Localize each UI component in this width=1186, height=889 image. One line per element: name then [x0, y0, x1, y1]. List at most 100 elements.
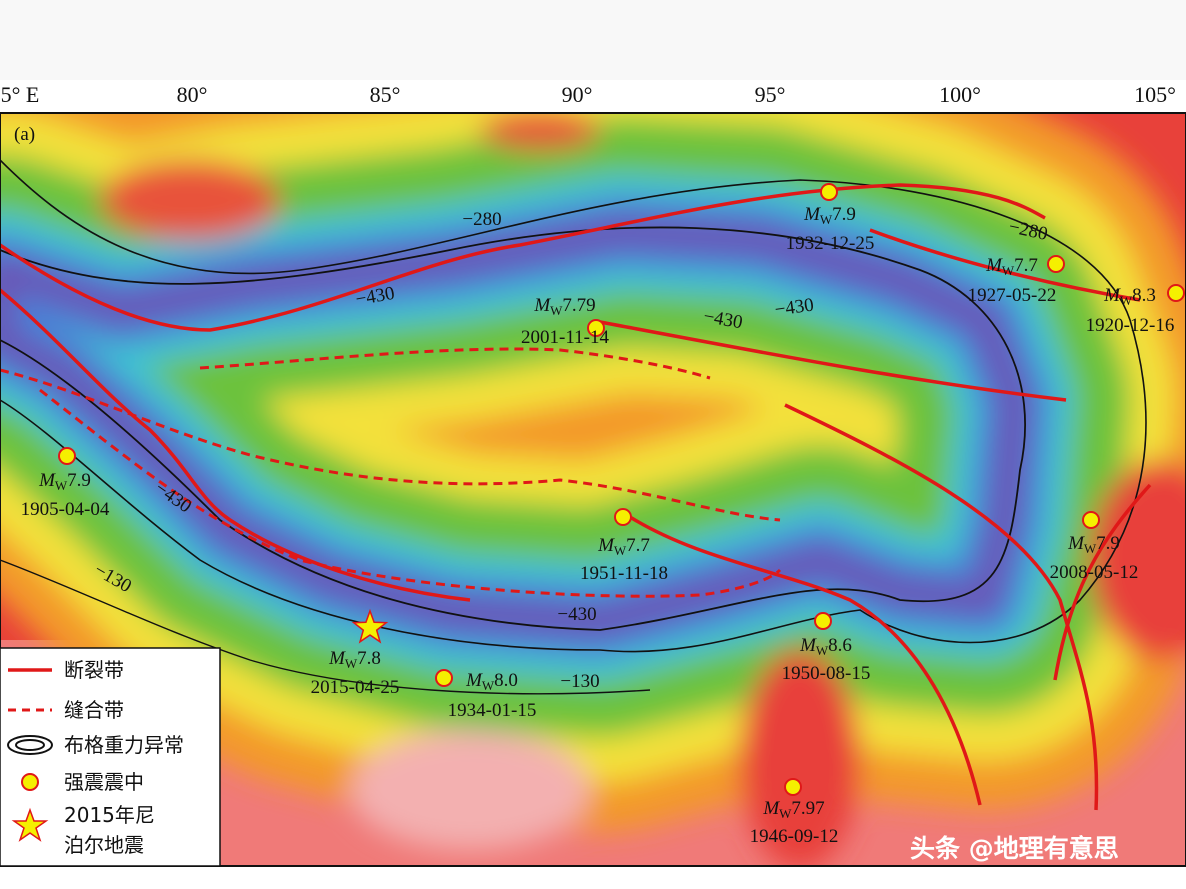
contour-130 [0, 559, 651, 695]
magnitude-label: MW8.0 [465, 670, 518, 693]
earthquake: MW7.9 1932-12-25 [786, 183, 875, 254]
date-label: 1934-01-15 [448, 700, 537, 721]
magnitude-value: 8.0 [494, 670, 518, 691]
epicenter-star [351, 608, 389, 644]
magnitude-value: 7.97 [791, 798, 824, 819]
magnitude-prefix: M [533, 295, 551, 316]
date-label: 1920-12-16 [1086, 315, 1175, 336]
date-label: 2015-04-25 [311, 677, 400, 698]
legend-label: 断裂带 [64, 658, 124, 682]
fault [0, 183, 1046, 332]
magnitude-label: MW8.6 [799, 635, 852, 658]
epicenter [614, 508, 632, 526]
magnitude-subscript: W [820, 212, 833, 227]
magnitude-label: MW7.9 [1067, 533, 1120, 556]
earthquake: MW8.6 1950-08-15 [782, 612, 871, 684]
legend-star-symbol [11, 807, 49, 842]
magnitude-prefix: M [803, 204, 821, 225]
magnitude-prefix: M [1103, 285, 1121, 306]
legend-label: 缝合带 [64, 698, 124, 722]
magnitude-prefix: M [1067, 533, 1085, 554]
date-label: 1932-12-25 [786, 233, 875, 254]
magnitude-prefix: M [762, 798, 780, 819]
magnitude-label: MW7.97 [762, 798, 824, 821]
magnitude-value: 7.7 [1014, 255, 1038, 276]
legend-label: 强震震中 [64, 770, 144, 794]
magnitude-subscript: W [779, 806, 792, 821]
fault [1053, 483, 1152, 681]
magnitude-label: MW7.7 [985, 255, 1038, 278]
magnitude-prefix: M [799, 635, 817, 656]
legend-label: 布格重力异常 [64, 733, 184, 757]
legend-contour-symbol [15, 739, 45, 751]
epicenter [1082, 511, 1100, 529]
legend-label: 泊尔地震 [64, 833, 144, 857]
date-label: 1950-08-15 [782, 663, 871, 684]
date-label: 1927-05-22 [968, 285, 1057, 306]
epicenter [58, 447, 76, 465]
date-label: 1951-11-18 [580, 563, 668, 584]
fault [0, 288, 471, 602]
legend: 断裂带 缝合带 布格重力异常 强震震中 2015年尼 泊尔地震 [0, 647, 221, 867]
magnitude-subscript: W [1120, 293, 1133, 308]
longitude-label: 90° [562, 82, 593, 107]
earthquake: MW7.9 1905-04-04 [21, 447, 110, 520]
magnitude-label: MW7.9 [803, 204, 856, 227]
contour-280 [0, 159, 1147, 653]
fault [599, 320, 1067, 402]
earthquake: MW7.79 2001-11-14 [521, 295, 609, 348]
header-band [0, 0, 1186, 80]
magnitude-label: MW7.9 [38, 470, 91, 493]
magnitude-label: MW7.79 [533, 295, 595, 318]
magnitude-subscript: W [55, 478, 68, 493]
magnitude-prefix: M [597, 535, 615, 556]
longitude-label: 85° [370, 82, 401, 107]
gravity-field [0, 113, 1186, 866]
magnitude-prefix: M [985, 255, 1003, 276]
magnitude-value: 8.3 [1132, 285, 1156, 306]
longitude-label: 5° E [1, 82, 40, 107]
date-label: 2001-11-14 [521, 327, 609, 348]
magnitude-subscript: W [1002, 263, 1015, 278]
earthquake: MW7.7 1951-11-18 [580, 508, 668, 584]
longitude-label: 80° [177, 82, 208, 107]
magnitude-subscript: W [550, 303, 563, 318]
magnitude-label: MW8.3 [1103, 285, 1156, 308]
fault [869, 228, 1141, 302]
magnitude-prefix: M [328, 648, 346, 669]
earthquake: MW8.3 1920-12-16 [1086, 284, 1185, 336]
magnitude-subscript: W [816, 643, 829, 658]
magnitude-prefix: M [465, 670, 483, 691]
epicenter [587, 319, 605, 337]
contour-430 [0, 226, 1026, 631]
date-label: 2008-05-12 [1050, 562, 1139, 583]
contour-label: −430 [557, 604, 596, 625]
magnitude-subscript: W [345, 656, 358, 671]
legend-label: 2015年尼 [64, 803, 155, 827]
epicenter [814, 612, 832, 630]
magnitude-label: MW7.8 [328, 648, 381, 671]
magnitude-value: 7.7 [626, 535, 650, 556]
epicenter [784, 778, 802, 796]
suture [39, 388, 782, 598]
legend-epicenter-symbol [21, 773, 39, 791]
earthquake: MW8.0 1934-01-15 [435, 669, 537, 721]
magnitude-value: 7.9 [67, 470, 91, 491]
suture [199, 347, 711, 380]
epicenter [1047, 255, 1065, 273]
magnitude-value: 7.9 [832, 204, 856, 225]
earthquake: MW7.97 1946-09-12 [750, 778, 839, 847]
magnitude-subscript: W [614, 543, 627, 558]
date-label: 1946-09-12 [750, 826, 839, 847]
earthquake: MW7.8 2015-04-25 [311, 608, 400, 698]
panel-label: (a) [14, 124, 35, 145]
map-frame [0, 112, 1186, 867]
earthquake: MW7.9 2008-05-12 [1050, 511, 1139, 583]
epicenter [1167, 284, 1185, 302]
date-label: 1905-04-04 [21, 499, 110, 520]
watermark: 头条 @地理有意思 [910, 834, 1119, 863]
legend-contour-symbol [7, 735, 53, 755]
magnitude-value: 7.9 [1096, 533, 1120, 554]
